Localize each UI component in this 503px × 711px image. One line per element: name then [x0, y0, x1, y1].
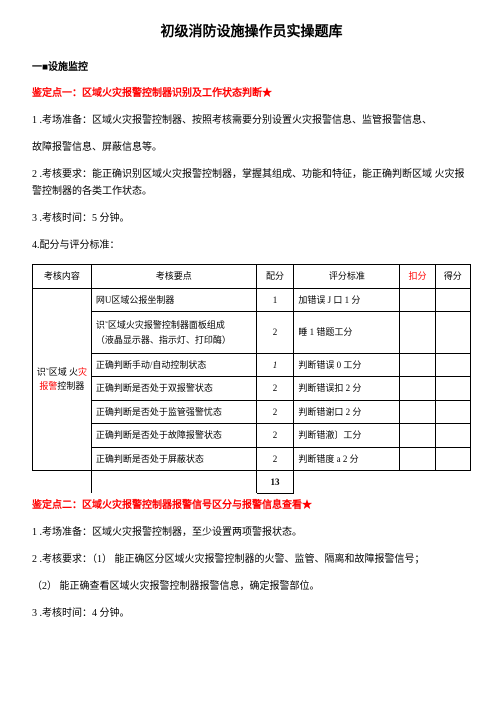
td: 正确判断是否处于监管强警忧态	[91, 400, 256, 423]
td-total: 13	[256, 470, 294, 493]
td: 睡 1 错题工分	[294, 312, 400, 354]
table-header-row: 考核内容 考核要点 配分 评分标准 扣分 得分	[33, 265, 471, 288]
th: 评分标准	[294, 265, 400, 288]
td	[400, 288, 435, 311]
paragraph: （2） 能正确查看区域火灾报警控制器报警信息，确定报警部位。	[32, 578, 471, 595]
td: 1	[256, 288, 294, 311]
point1-heading: 鉴定点一：区域火灾报警控制器识别及工作状态判断★	[32, 86, 471, 102]
table-row: 正确判断是否处于故障报警状态 2 判断错澈〕工分	[33, 424, 471, 447]
td	[400, 470, 435, 493]
td: 2	[256, 312, 294, 354]
td: 识˜区域火灾报警控制器面板组成（液晶显示器、指示灯、打印酶）	[91, 312, 256, 354]
td	[400, 377, 435, 400]
scoring-table: 考核内容 考核要点 配分 评分标准 扣分 得分 识˜区域 火灾报警控制器 网U区…	[32, 264, 471, 494]
td	[91, 470, 256, 493]
paragraph: 2 .考核要求：能正确识别区域火灾报警控制器，掌握其组成、功能和特征，能正确判断…	[32, 166, 471, 200]
td: 判断错度 a 2 分	[294, 447, 400, 470]
page-title: 初级消防设施操作员实操题库	[32, 20, 471, 42]
td	[33, 470, 92, 493]
td: 正确判断手动/自动控制状态	[91, 353, 256, 376]
td: 判断错误 0 工分	[294, 353, 400, 376]
td: 判断错澈〕工分	[294, 424, 400, 447]
td: 2	[256, 377, 294, 400]
td: 正确判断是否处于故障报警状态	[91, 424, 256, 447]
td: 加错误 J 口 1 分	[294, 288, 400, 311]
td	[400, 353, 435, 376]
paragraph: 2 .考核要求：（1） 能正确区分区域火灾报警控制器的火警、监管、隔离和故障报警…	[32, 551, 471, 568]
table-row: 正确判断是否处于屏蔽状态 2 判断错度 a 2 分	[33, 447, 471, 470]
td	[400, 424, 435, 447]
td: 网U区域公报坐制器	[91, 288, 256, 311]
td: 1	[256, 353, 294, 376]
td	[435, 400, 470, 423]
section-heading: 一■设施监控	[32, 60, 471, 76]
td	[435, 377, 470, 400]
paragraph: 故障报警信息、屏蔽信息等。	[32, 139, 471, 156]
td	[400, 400, 435, 423]
table-row: 识˜区域火灾报警控制器面板组成（液晶显示器、指示灯、打印酶） 2 睡 1 错题工…	[33, 312, 471, 354]
td: 判断错误扣 2 分	[294, 377, 400, 400]
td: 2	[256, 424, 294, 447]
table-row: 正确判断是否处于双报警状态 2 判断错误扣 2 分	[33, 377, 471, 400]
paragraph: 4.配分与评分标准：	[32, 237, 471, 254]
td: 2	[256, 400, 294, 423]
paragraph: 3 .考核时间：5 分钟。	[32, 210, 471, 227]
td	[435, 288, 470, 311]
table-row: 正确判断是否处于监管强警忧态 2 判断错谢口 2 分	[33, 400, 471, 423]
paragraph: 1 .考场准备：区域火灾报警控制器、按照考核需要分别设置火灾报警信息、监管报警信…	[32, 112, 471, 129]
th: 扣分	[400, 265, 435, 288]
table-row: 识˜区域 火灾报警控制器 网U区域公报坐制器 1 加错误 J 口 1 分	[33, 288, 471, 311]
th: 考核内容	[33, 265, 92, 288]
paragraph: 1 .考场准备：区域火灾报警控制器，至少设置两项警报状态。	[32, 524, 471, 541]
td: 判断错谢口 2 分	[294, 400, 400, 423]
td	[400, 312, 435, 354]
paragraph: 3 .考核时间：4 分钟。	[32, 605, 471, 622]
td: 正确判断是否处于屏蔽状态	[91, 447, 256, 470]
table-total-row: 13	[33, 470, 471, 493]
point2-heading: 鉴定点二：区域火灾报警控制器报警信号区分与报警信息查看★	[32, 498, 471, 514]
td: 正确判断是否处于双报警状态	[91, 377, 256, 400]
td	[435, 312, 470, 354]
td	[435, 470, 470, 493]
table-row: 正确判断手动/自动控制状态 1 判断错误 0 工分	[33, 353, 471, 376]
th: 得分	[435, 265, 470, 288]
td	[435, 353, 470, 376]
th: 考核要点	[91, 265, 256, 288]
rowspan-cell: 识˜区域 火灾报警控制器	[33, 288, 92, 470]
td	[294, 470, 400, 493]
th: 配分	[256, 265, 294, 288]
td	[435, 424, 470, 447]
td: 2	[256, 447, 294, 470]
td	[400, 447, 435, 470]
td	[435, 447, 470, 470]
